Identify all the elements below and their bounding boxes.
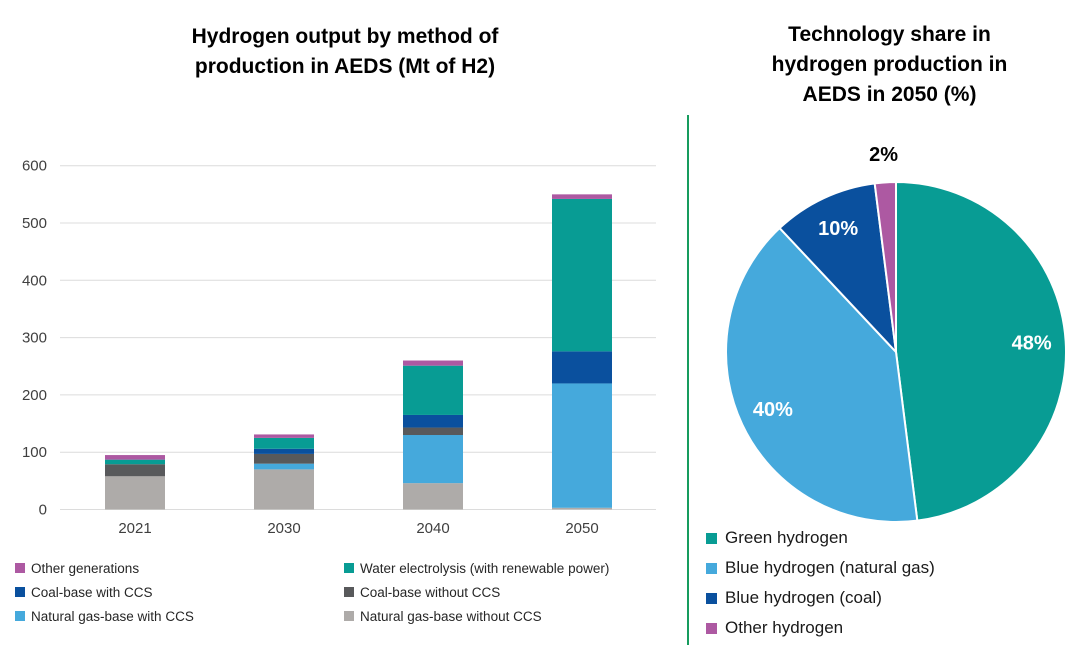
y-tick-label: 400 bbox=[22, 272, 47, 289]
legend-swatch-icon bbox=[706, 532, 717, 544]
bar-segment bbox=[552, 507, 612, 510]
pie-chart-title-line2: hydrogen production in bbox=[771, 53, 1008, 76]
x-tick-label: 2040 bbox=[416, 520, 449, 537]
bar-chart-title-line2: production in AEDS (Mt of H2) bbox=[194, 55, 496, 78]
y-tick-label: 0 bbox=[39, 502, 47, 519]
bar-legend-item: Coal-base with CCS bbox=[15, 580, 194, 604]
y-tick-label: 100 bbox=[22, 444, 47, 461]
bar-segment bbox=[105, 455, 165, 460]
bar-legend-column-1: Other generations Coal-base with CCS Natur… bbox=[15, 556, 194, 628]
bar-legend-item: Coal-base without CCS bbox=[344, 580, 609, 604]
pie-legend-item: Other hydrogen bbox=[706, 613, 1079, 643]
legend-swatch-icon bbox=[15, 563, 25, 573]
bar-legend-label: Coal-base with CCS bbox=[31, 584, 153, 600]
legend-swatch-icon bbox=[706, 592, 717, 604]
x-tick-label: 2050 bbox=[565, 520, 598, 537]
legend-swatch-icon bbox=[344, 611, 354, 621]
legend-swatch-icon bbox=[15, 587, 25, 597]
bar-segment bbox=[403, 365, 463, 415]
x-tick-label: 2030 bbox=[267, 520, 300, 537]
bar-segment bbox=[552, 383, 612, 508]
y-tick-label: 600 bbox=[22, 158, 47, 175]
legend-swatch-icon bbox=[344, 587, 354, 597]
pie-legend-item: Blue hydrogen (coal) bbox=[706, 583, 1079, 613]
y-tick-label: 200 bbox=[22, 387, 47, 404]
bar-segment bbox=[552, 198, 612, 352]
pie-chart-legend: Green hydrogen Blue hydrogen (natural gas… bbox=[706, 523, 1079, 643]
bar-segment bbox=[254, 448, 314, 454]
bar-legend-label: Water electrolysis (with renewable power… bbox=[360, 560, 610, 576]
bar-segment bbox=[403, 435, 463, 484]
bar-segment bbox=[254, 437, 314, 449]
legend-swatch-icon bbox=[706, 562, 717, 574]
bar-legend-label: Natural gas-base with CCS bbox=[31, 608, 194, 624]
bar-legend-label: Other generations bbox=[31, 560, 140, 576]
bar-legend-label: Natural gas-base without CCS bbox=[360, 608, 542, 624]
pie-legend-item: Blue hydrogen (natural gas) bbox=[706, 553, 1079, 583]
bar-segment bbox=[403, 483, 463, 510]
bar-legend-item: Natural gas-base without CCS bbox=[344, 604, 609, 628]
pie-slice bbox=[778, 182, 897, 353]
pie-slice-label: 10% bbox=[818, 218, 858, 240]
bar-segment bbox=[552, 194, 612, 199]
pie-legend-item: Green hydrogen bbox=[706, 523, 1079, 553]
bar-segment bbox=[403, 414, 463, 428]
pie-chart-title-line1: Technology share in bbox=[788, 23, 991, 46]
pie-slice bbox=[873, 181, 897, 353]
pie-legend-label: Other hydrogen bbox=[725, 618, 844, 637]
legend-swatch-icon bbox=[706, 622, 717, 634]
pie-chart: 48% 40% 10% 2% bbox=[725, 144, 1068, 523]
bar-segment bbox=[105, 476, 165, 510]
bar-chart-title: Hydrogen output by method of production … bbox=[40, 22, 650, 82]
bar-segment bbox=[254, 453, 314, 464]
bar-legend-item: Natural gas-base with CCS bbox=[15, 604, 194, 628]
pie-legend-label: Blue hydrogen (natural gas) bbox=[725, 558, 935, 577]
bar-segment bbox=[105, 464, 165, 477]
pie-slice-label: 48% bbox=[1012, 333, 1052, 355]
bar-segment bbox=[105, 459, 165, 465]
y-tick-label: 500 bbox=[22, 215, 47, 232]
pie-slice bbox=[725, 227, 919, 523]
pie-legend-label: Blue hydrogen (coal) bbox=[725, 588, 882, 607]
pie-slice-label: 2% bbox=[869, 144, 898, 166]
bar-segment bbox=[403, 360, 463, 366]
panel-divider-line bbox=[687, 115, 689, 645]
bar-legend-item: Water electrolysis (with renewable power… bbox=[344, 556, 609, 580]
stacked-bar-chart: 0 100 200 300 400 500 600 2021 2030 2040 2050 bbox=[22, 158, 656, 537]
bar-chart-title-line1: Hydrogen output by method of bbox=[191, 25, 499, 48]
bar-segment bbox=[254, 469, 314, 510]
bar-legend-label: Coal-base without CCS bbox=[360, 584, 501, 600]
pie-chart-title: Technology share in hydrogen production … bbox=[700, 20, 1079, 110]
pie-slice-label: 40% bbox=[753, 399, 793, 421]
legend-swatch-icon bbox=[15, 611, 25, 621]
legend-swatch-icon bbox=[344, 563, 354, 573]
bar-segment bbox=[254, 434, 314, 438]
bar-segment bbox=[254, 463, 314, 470]
pie-slice bbox=[895, 181, 1068, 522]
bar-legend-item: Other generations bbox=[15, 556, 194, 580]
bar-legend-column-2: Water electrolysis (with renewable power… bbox=[344, 556, 609, 628]
y-tick-label: 300 bbox=[22, 330, 47, 347]
pie-legend-label: Green hydrogen bbox=[725, 528, 848, 547]
bar-segment bbox=[552, 351, 612, 384]
bar-segment bbox=[403, 427, 463, 436]
pie-chart-title-line3: AEDS in 2050 (%) bbox=[802, 83, 977, 106]
x-tick-label: 2021 bbox=[118, 520, 151, 537]
